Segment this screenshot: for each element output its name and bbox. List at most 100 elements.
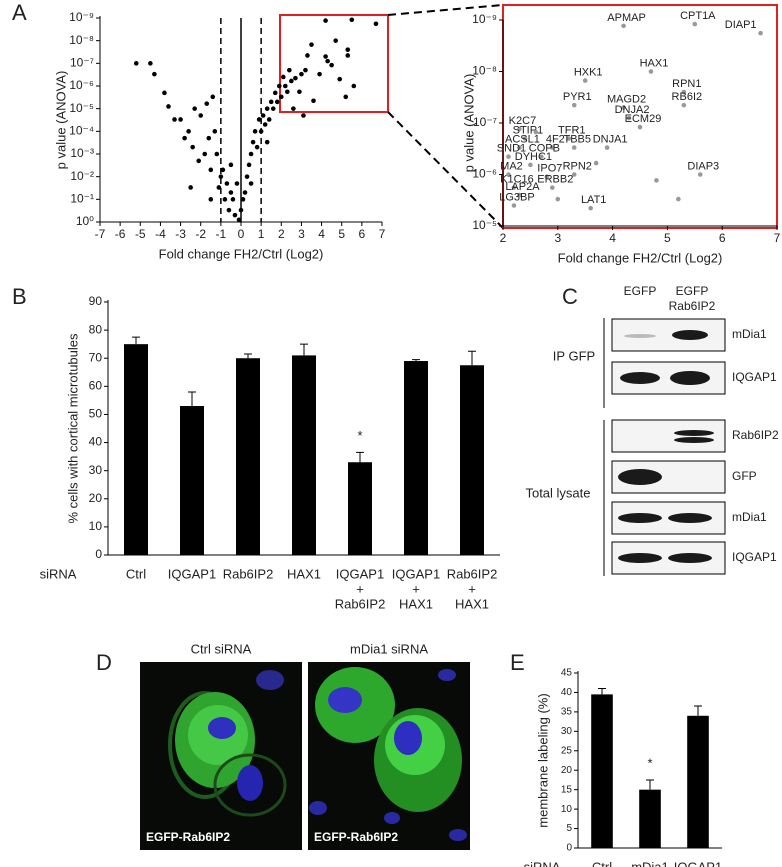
x-axis-label: siRNA bbox=[524, 859, 561, 867]
category-label: Rab6IP2 bbox=[447, 566, 498, 581]
category-label: HAX1 bbox=[455, 596, 489, 611]
data-point bbox=[517, 192, 522, 198]
error-bar bbox=[598, 688, 606, 695]
data-point bbox=[333, 38, 338, 43]
bar bbox=[639, 789, 661, 848]
y-tick-label: 10⁻² bbox=[70, 169, 94, 183]
data-point bbox=[305, 53, 310, 58]
y-tick-label: 10 bbox=[89, 519, 103, 533]
data-point bbox=[248, 151, 254, 157]
data-point bbox=[172, 117, 177, 122]
row-label: mDia1 bbox=[732, 327, 767, 341]
x-tick-label: 4 bbox=[318, 227, 325, 241]
data-point bbox=[345, 53, 351, 58]
y-tick-label: 30 bbox=[561, 726, 573, 737]
data-point bbox=[528, 162, 533, 168]
data-point bbox=[266, 117, 272, 122]
y-tick-label: 10⁻⁹ bbox=[69, 10, 94, 24]
significance-mark: * bbox=[647, 755, 652, 770]
data-point bbox=[228, 190, 234, 195]
group-label: Total lysate bbox=[525, 485, 590, 500]
point-label: DIAP1 bbox=[725, 19, 757, 31]
data-point bbox=[210, 94, 216, 100]
data-point bbox=[345, 47, 351, 52]
category-label: HAX1 bbox=[399, 596, 433, 611]
data-point bbox=[323, 54, 328, 59]
data-point bbox=[697, 172, 703, 177]
data-point bbox=[234, 181, 240, 186]
data-point bbox=[252, 129, 258, 134]
y-tick-label: 20 bbox=[89, 491, 103, 505]
data-point bbox=[291, 106, 296, 111]
data-point bbox=[517, 126, 522, 132]
y-tick-label: 30 bbox=[89, 463, 103, 477]
bar bbox=[591, 694, 613, 848]
data-point bbox=[349, 17, 355, 23]
data-point bbox=[550, 185, 555, 190]
x-tick-label: 7 bbox=[379, 227, 386, 241]
y-tick-label: 5 bbox=[566, 823, 572, 834]
data-point bbox=[208, 197, 214, 202]
data-point bbox=[178, 117, 183, 122]
data-point bbox=[511, 203, 517, 208]
data-point bbox=[522, 136, 528, 141]
data-point bbox=[204, 101, 210, 106]
y-tick-label: 60 bbox=[89, 379, 103, 393]
zoom-connector bbox=[387, 111, 504, 229]
y-tick-label: 10⁻⁵ bbox=[69, 101, 94, 115]
data-point bbox=[270, 106, 276, 111]
x-tick-label: -6 bbox=[115, 227, 126, 241]
x-tick-label: 2 bbox=[500, 231, 507, 245]
data-point bbox=[264, 139, 270, 145]
y-tick-label: 0 bbox=[566, 843, 572, 854]
y-tick-label: 10⁻⁶ bbox=[472, 167, 497, 181]
x-tick-label: 5 bbox=[338, 227, 345, 241]
y-tick-label: 10⁻³ bbox=[70, 146, 94, 160]
category-label: IQGAP1 bbox=[168, 566, 216, 581]
data-point bbox=[148, 61, 153, 66]
zoom-box bbox=[279, 14, 389, 113]
error-bar bbox=[646, 779, 654, 790]
category-label: + bbox=[356, 581, 364, 596]
row-label: mDia1 bbox=[732, 510, 767, 524]
x-tick-label: 0 bbox=[238, 227, 245, 241]
lane-label: Rab6IP2 bbox=[669, 299, 716, 313]
data-point bbox=[260, 113, 266, 118]
x-tick-label: 3 bbox=[554, 231, 561, 245]
y-tick-label: 10⁻¹ bbox=[70, 192, 94, 206]
category-label: IQGAP1 bbox=[336, 566, 384, 581]
category-label: IQGAP1 bbox=[674, 859, 722, 867]
y-tick-label: 0 bbox=[95, 547, 102, 561]
panel-label: D bbox=[96, 650, 112, 675]
bar bbox=[460, 365, 484, 555]
x-tick-label: -4 bbox=[155, 227, 166, 241]
data-point bbox=[337, 76, 343, 82]
row-label: IQGAP1 bbox=[732, 370, 777, 384]
point-label: ACSL1 bbox=[505, 133, 540, 145]
point-label: MA2 bbox=[500, 160, 523, 172]
point-label: ECM29 bbox=[625, 113, 662, 125]
data-point bbox=[208, 167, 214, 173]
data-point bbox=[262, 122, 268, 127]
data-point bbox=[152, 71, 157, 77]
data-point bbox=[198, 113, 204, 118]
data-point bbox=[276, 83, 282, 89]
point-label: COPB bbox=[529, 143, 560, 155]
y-tick-label: 10⁻⁹ bbox=[472, 12, 497, 26]
data-point bbox=[582, 78, 588, 83]
point-label: SND1 bbox=[497, 143, 526, 155]
error-bar bbox=[694, 705, 702, 716]
western-blot: EGFP EGFP Rab6IP2 IP GFP Total lysate mD… bbox=[525, 284, 779, 576]
point-label: LAP2A bbox=[505, 181, 540, 193]
data-point bbox=[186, 129, 191, 134]
data-point bbox=[681, 89, 687, 95]
data-point bbox=[533, 129, 539, 135]
x-axis-label: siRNA bbox=[40, 566, 77, 581]
data-point bbox=[226, 207, 232, 213]
point-label: CPT1A bbox=[680, 10, 716, 22]
point-label: K2C7 bbox=[509, 115, 537, 127]
point-label: LAT1 bbox=[581, 194, 606, 206]
x-tick-label: 3 bbox=[298, 227, 305, 241]
data-point bbox=[329, 62, 334, 68]
